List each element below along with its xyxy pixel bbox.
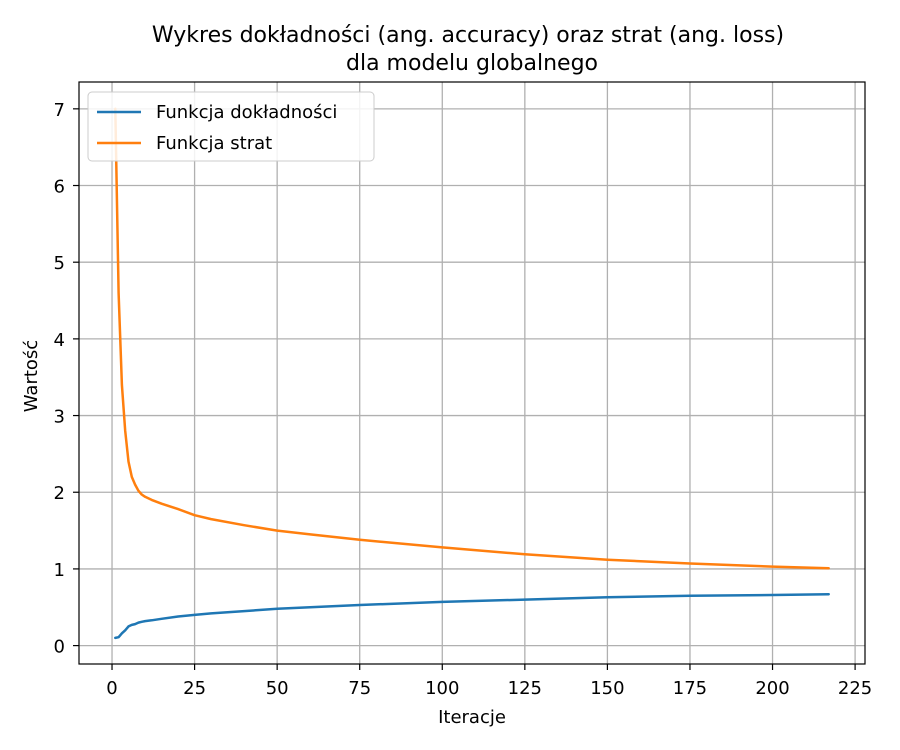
- y-tick-label: 0: [54, 637, 65, 658]
- series-layer: [114, 107, 830, 640]
- legend-label-accuracy: Funkcja dokładności: [156, 102, 337, 123]
- y-tick-label: 6: [54, 177, 65, 198]
- x-tick-label: 125: [508, 678, 542, 699]
- axes-frame: [78, 81, 866, 665]
- x-tick-label: 100: [425, 678, 459, 699]
- x-tick-label: 225: [838, 678, 872, 699]
- x-tick-label: 25: [183, 678, 206, 699]
- chart-title: Wykres dokładności (ang. accuracy) oraz …: [152, 23, 784, 48]
- y-axis-label: Wartość: [21, 340, 42, 412]
- grid: [79, 82, 865, 664]
- chart-subtitle: dla modelu globalnego: [346, 51, 598, 76]
- accuracy-series-line: [114, 592, 830, 640]
- x-axis-label: Iteracje: [438, 707, 506, 728]
- x-tick-label: 150: [590, 678, 624, 699]
- x-tick-label: 0: [106, 678, 117, 699]
- x-tick-label: 200: [755, 678, 789, 699]
- x-tick-label: 175: [673, 678, 707, 699]
- legend-label-loss: Funkcja strat: [156, 133, 272, 154]
- x-tick-label: 50: [266, 678, 289, 699]
- loss-series-line: [114, 107, 830, 570]
- legend-box: [87, 91, 375, 162]
- y-tick-label: 4: [54, 330, 65, 351]
- y-tick-label: 2: [54, 483, 65, 504]
- y-tick-label: 3: [54, 407, 65, 428]
- y-tick-label: 5: [54, 253, 65, 274]
- y-tick-label: 7: [54, 100, 65, 121]
- legend: Funkcja dokładności Funkcja strat: [87, 91, 375, 162]
- x-tick-label: 75: [348, 678, 371, 699]
- y-tick-label: 1: [54, 560, 65, 581]
- ticks: 0 25 50 75 100 125 150 175 200 225 0 1 2 3 4 5 6 7: [54, 100, 873, 699]
